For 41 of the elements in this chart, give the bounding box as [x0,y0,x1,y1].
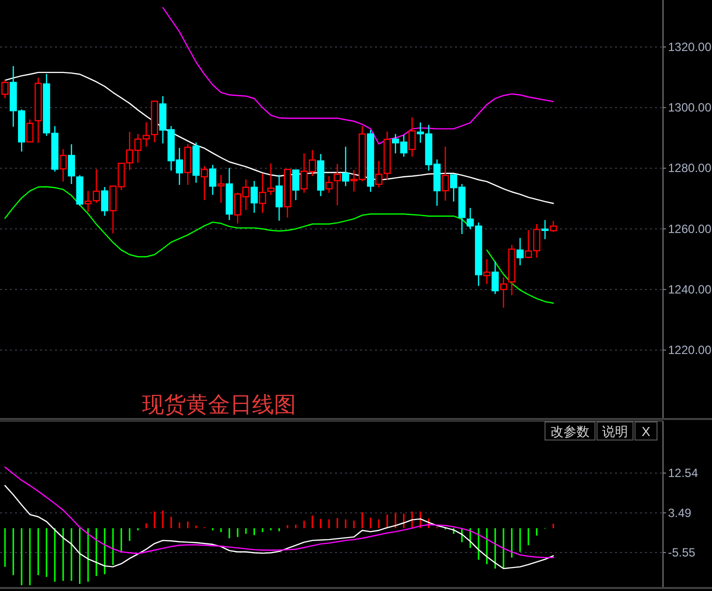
candlestick [408,116,416,158]
candlestick [541,219,549,240]
line-series [4,72,554,204]
line-series [162,6,554,145]
candlestick [334,163,341,206]
y-tick-label: 1260.00 [668,222,712,236]
text: 说明 [602,424,628,439]
line-series [4,466,554,558]
candlestick [276,174,283,222]
text: 现货黄金日线图 [142,393,296,418]
candlestick [442,146,449,202]
candlestick [217,174,225,204]
y-tick-label: 1240.00 [668,282,712,296]
candlestick [550,220,557,232]
y-tick-label: 1280.00 [668,161,712,176]
candlestick [483,258,490,285]
candlestick [342,146,350,187]
y-tick-label: 1300.00 [668,100,712,115]
y-tick-label: -5.55 [668,546,696,560]
candlestick [250,180,258,214]
y-tick-label: 12.54 [668,466,698,480]
candlestick [209,164,216,196]
candlestick [101,186,108,216]
candlestick [68,144,76,185]
candlestick [516,237,524,266]
y-tick-label: 1320.00 [668,40,712,54]
candlestick [292,169,300,201]
text: X [642,424,651,439]
annotation: 改参数 [550,424,590,439]
candlestick [325,176,333,194]
line-series [4,484,554,570]
candlestick [1,79,9,99]
y-tick-label: 1220.00 [668,343,712,358]
candlestick [200,166,208,201]
candlestick [267,162,274,196]
candlestick [60,148,67,182]
y-tick-label: 3.49 [668,506,692,520]
candlestick [258,172,266,214]
candlestick [500,276,508,308]
candlestick [492,260,499,295]
candlestick [26,118,34,142]
